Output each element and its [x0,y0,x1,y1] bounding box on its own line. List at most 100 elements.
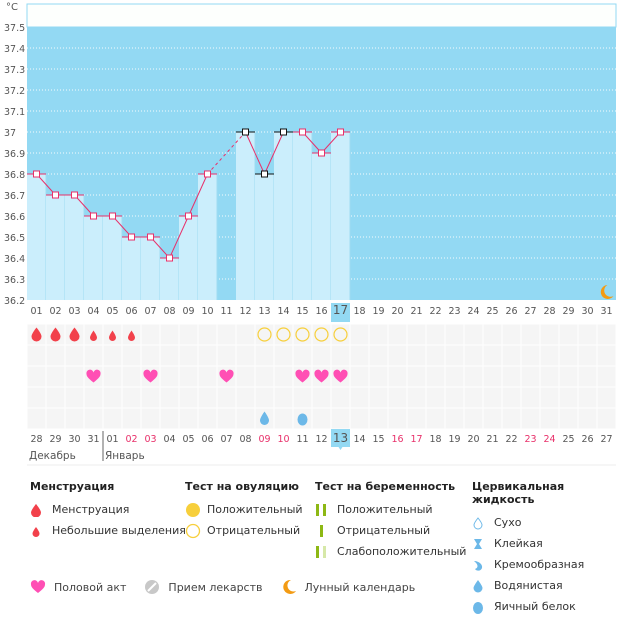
event-cell[interactable] [559,366,578,387]
event-cell[interactable] [483,408,502,429]
event-cell[interactable] [445,345,464,366]
event-cell[interactable] [407,366,426,387]
event-cell[interactable] [502,387,521,408]
event-cell[interactable] [426,408,445,429]
event-cell[interactable] [46,366,65,387]
event-cell[interactable] [578,324,597,345]
event-cell[interactable] [293,387,312,408]
event-cell[interactable] [103,408,122,429]
event-cell[interactable] [521,345,540,366]
event-cell[interactable] [198,324,217,345]
event-cell[interactable] [217,408,236,429]
event-cell[interactable] [274,387,293,408]
event-cell[interactable] [502,345,521,366]
event-cell[interactable] [84,408,103,429]
event-cell[interactable] [255,387,274,408]
event-cell[interactable] [179,345,198,366]
event-cell[interactable] [236,366,255,387]
event-cell[interactable] [559,324,578,345]
event-cell[interactable] [445,408,464,429]
temperature-point[interactable] [280,128,287,136]
event-cell[interactable] [331,345,350,366]
event-cell[interactable] [502,366,521,387]
event-cell[interactable] [407,345,426,366]
event-cell[interactable] [597,324,616,345]
event-cell[interactable] [46,345,65,366]
temperature-point[interactable] [204,170,211,178]
event-cell[interactable] [160,408,179,429]
event-cell[interactable] [464,345,483,366]
event-cell[interactable] [445,366,464,387]
temperature-point[interactable] [71,191,78,199]
event-cell[interactable] [559,408,578,429]
event-cell[interactable] [179,387,198,408]
temperature-point[interactable] [128,233,135,241]
event-cell[interactable] [274,345,293,366]
event-cell[interactable] [407,387,426,408]
event-cell[interactable] [312,387,331,408]
event-cell[interactable] [255,366,274,387]
event-cell[interactable] [388,408,407,429]
temperature-point[interactable] [261,170,268,178]
event-cell[interactable] [426,366,445,387]
event-cell[interactable] [350,387,369,408]
event-cell[interactable] [217,324,236,345]
event-cell[interactable] [198,345,217,366]
event-cell[interactable] [65,345,84,366]
event-cell[interactable] [103,366,122,387]
event-cell[interactable] [160,387,179,408]
event-cell[interactable] [65,366,84,387]
event-cell[interactable] [597,345,616,366]
event-cell[interactable] [369,366,388,387]
event-cell[interactable] [122,366,141,387]
event-cell[interactable] [122,408,141,429]
event-cell[interactable] [160,366,179,387]
event-cell[interactable] [274,408,293,429]
event-cell[interactable] [27,408,46,429]
event-cell[interactable] [198,366,217,387]
temperature-point[interactable] [185,212,192,220]
event-cell[interactable] [350,324,369,345]
event-cell[interactable] [578,366,597,387]
event-cell[interactable] [255,345,274,366]
event-cell[interactable] [350,408,369,429]
event-cell[interactable] [122,387,141,408]
event-cell[interactable] [464,324,483,345]
event-cell[interactable] [236,345,255,366]
event-cell[interactable] [597,408,616,429]
event-cell[interactable] [521,387,540,408]
event-cell[interactable] [483,387,502,408]
event-cell[interactable] [160,324,179,345]
event-cell[interactable] [27,366,46,387]
event-cell[interactable] [445,387,464,408]
event-cell[interactable] [559,387,578,408]
event-cell[interactable] [578,408,597,429]
event-cell[interactable] [103,345,122,366]
event-cell[interactable] [483,366,502,387]
event-cell[interactable] [198,387,217,408]
event-cell[interactable] [388,366,407,387]
event-cell[interactable] [578,387,597,408]
event-cell[interactable] [483,345,502,366]
temperature-point[interactable] [318,149,325,157]
event-cell[interactable] [65,408,84,429]
event-cell[interactable] [179,366,198,387]
event-cell[interactable] [198,408,217,429]
event-cell[interactable] [274,366,293,387]
event-cell[interactable] [27,345,46,366]
event-cell[interactable] [217,387,236,408]
event-cell[interactable] [141,345,160,366]
event-cell[interactable] [236,387,255,408]
event-cell[interactable] [312,408,331,429]
event-cell[interactable] [350,366,369,387]
event-cell[interactable] [369,408,388,429]
event-cell[interactable] [236,324,255,345]
event-cell[interactable] [597,366,616,387]
temperature-point[interactable] [337,128,344,136]
temperature-point[interactable] [52,191,59,199]
event-cell[interactable] [464,387,483,408]
event-cell[interactable] [540,408,559,429]
event-cell[interactable] [122,345,141,366]
event-cell[interactable] [84,387,103,408]
event-cell[interactable] [65,387,84,408]
